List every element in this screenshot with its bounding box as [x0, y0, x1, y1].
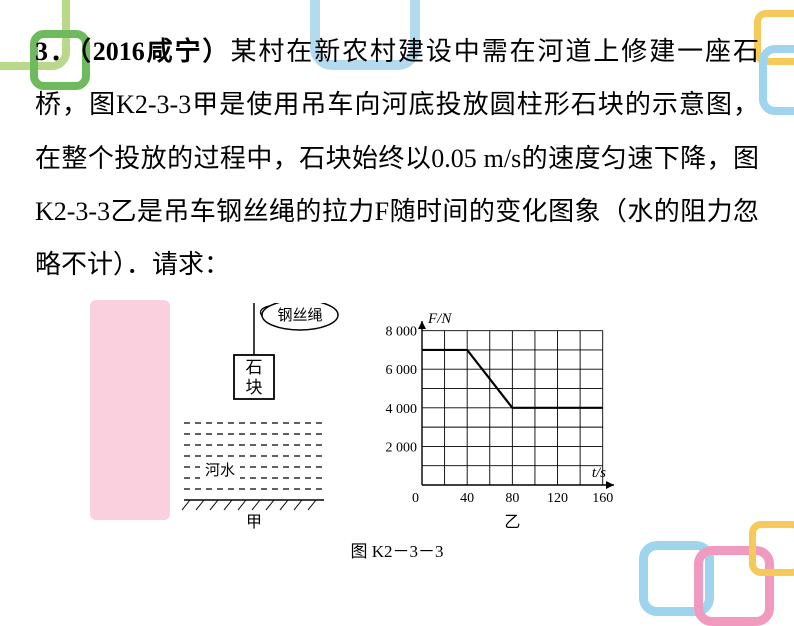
- svg-text:F/N: F/N: [427, 311, 452, 327]
- svg-text:40: 40: [460, 491, 474, 506]
- chart: 2 000 4 000 6 000 8 000 0 40 80 120 160 F/N t/s 乙: [372, 303, 632, 533]
- svg-text:4 000: 4 000: [386, 402, 418, 417]
- figure-area: 钢丝绳 石 块 河水: [35, 303, 759, 533]
- water-label: 河水: [205, 462, 235, 479]
- problem-body: 某村在新农村建设中需在河道上修建一座石桥，图K2-3-3甲是使用吊车向河底投放圆…: [35, 37, 759, 279]
- svg-text:t/s: t/s: [592, 465, 606, 481]
- svg-text:0: 0: [412, 491, 419, 506]
- svg-text:120: 120: [547, 491, 568, 506]
- svg-text:8 000: 8 000: [386, 325, 418, 340]
- diagram-right: 2 000 4 000 6 000 8 000 0 40 80 120 160 F/N t/s 乙: [372, 303, 632, 533]
- block-c2: 块: [246, 378, 263, 397]
- svg-text:160: 160: [592, 491, 613, 506]
- block-c1: 石: [246, 358, 263, 377]
- problem-number: 3．（2016咸宁）: [35, 37, 230, 66]
- svg-text:80: 80: [505, 491, 519, 506]
- svg-text:6 000: 6 000: [386, 364, 418, 379]
- diagram-left: 钢丝绳 石 块 河水: [162, 303, 352, 533]
- svg-text:乙: 乙: [504, 514, 520, 531]
- problem-text: 3．（2016咸宁）某村在新农村建设中需在河道上修建一座石桥，图K2-3-3甲是…: [35, 25, 759, 291]
- rope-label: 钢丝绳: [277, 307, 322, 324]
- svg-text:2 000: 2 000: [386, 441, 418, 456]
- sub-label-left: 甲: [246, 514, 262, 531]
- figure-caption: 图 K2－3－3: [35, 537, 759, 562]
